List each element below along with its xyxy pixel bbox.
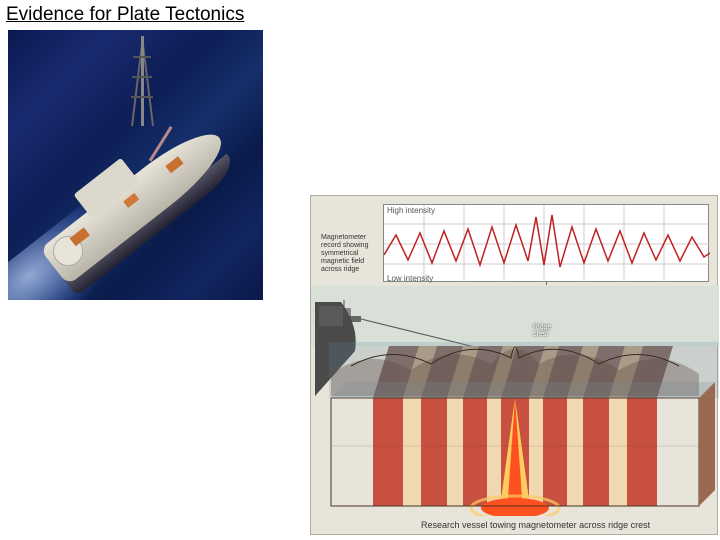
page-title: Evidence for Plate Tectonics xyxy=(6,4,244,26)
magnetometer-side-label: Magnetometer record showing symmetrical … xyxy=(321,234,379,274)
diagram-caption: Research vessel towing magnetometer acro… xyxy=(421,520,650,530)
ridge-label-line1: Ridge xyxy=(533,324,551,331)
intensity-graph-svg xyxy=(384,205,710,283)
ship-photo xyxy=(8,30,263,300)
ridge-label-line2: crest xyxy=(533,331,551,338)
intensity-graph xyxy=(383,204,709,282)
high-intensity-label: High intensity xyxy=(387,206,435,215)
ship-derrick xyxy=(128,36,158,126)
low-intensity-label: Low intensity xyxy=(387,274,433,283)
seafloor-diagram: Magnetometer record showing symmetrical … xyxy=(310,195,718,535)
seafloor-block-svg xyxy=(311,286,719,516)
intensity-wave xyxy=(384,215,710,267)
ridge-crest-label: Ridge crest xyxy=(533,324,551,338)
